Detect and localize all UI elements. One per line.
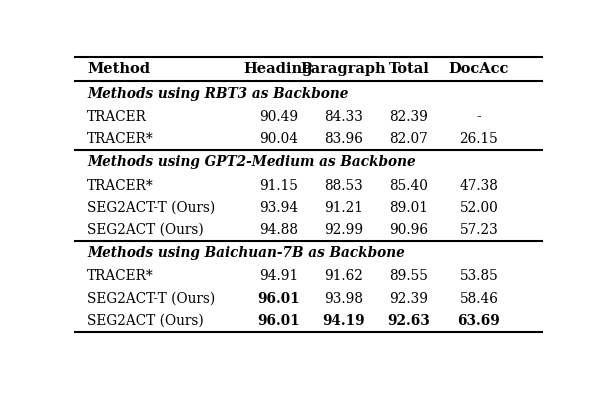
Text: Methods using RBT3 as Backbone: Methods using RBT3 as Backbone [87, 86, 349, 101]
Text: TRACER*: TRACER* [87, 179, 154, 193]
Text: 91.15: 91.15 [259, 179, 297, 193]
Text: SEG2ACT (Ours): SEG2ACT (Ours) [87, 314, 203, 328]
Text: 85.40: 85.40 [389, 179, 428, 193]
Text: 84.33: 84.33 [324, 110, 363, 124]
Text: 58.46: 58.46 [459, 292, 498, 306]
Text: 47.38: 47.38 [459, 179, 498, 193]
Text: SEG2ACT-T (Ours): SEG2ACT-T (Ours) [87, 201, 215, 215]
Text: SEG2ACT-T (Ours): SEG2ACT-T (Ours) [87, 292, 215, 306]
Text: TRACER*: TRACER* [87, 132, 154, 146]
Text: 53.85: 53.85 [459, 269, 498, 284]
Text: 88.53: 88.53 [324, 179, 363, 193]
Text: 92.99: 92.99 [324, 223, 363, 237]
Text: 92.63: 92.63 [388, 314, 430, 328]
Text: 90.04: 90.04 [259, 132, 298, 146]
Text: -: - [477, 110, 481, 124]
Text: 82.07: 82.07 [389, 132, 428, 146]
Text: 63.69: 63.69 [458, 314, 500, 328]
Text: DocAcc: DocAcc [448, 62, 509, 76]
Text: 94.91: 94.91 [259, 269, 298, 284]
Text: 93.98: 93.98 [324, 292, 363, 306]
Text: 83.96: 83.96 [324, 132, 363, 146]
Text: Methods using Baichuan-7B as Backbone: Methods using Baichuan-7B as Backbone [87, 246, 405, 260]
Text: TRACER: TRACER [87, 110, 147, 124]
Text: 90.96: 90.96 [389, 223, 429, 237]
Text: 52.00: 52.00 [459, 201, 498, 215]
Text: 89.55: 89.55 [389, 269, 428, 284]
Text: Total: Total [388, 62, 429, 76]
Text: 96.01: 96.01 [257, 292, 300, 306]
Text: 96.01: 96.01 [257, 314, 300, 328]
Text: SEG2ACT (Ours): SEG2ACT (Ours) [87, 223, 203, 237]
Text: 91.62: 91.62 [324, 269, 363, 284]
Text: TRACER*: TRACER* [87, 269, 154, 284]
Text: 91.21: 91.21 [324, 201, 363, 215]
Text: Paragraph: Paragraph [301, 62, 386, 76]
Text: 57.23: 57.23 [459, 223, 498, 237]
Text: 93.94: 93.94 [259, 201, 298, 215]
Text: 26.15: 26.15 [459, 132, 498, 146]
Text: Method: Method [87, 62, 150, 76]
Text: Methods using GPT2-Medium as Backbone: Methods using GPT2-Medium as Backbone [87, 155, 415, 169]
Text: 90.49: 90.49 [259, 110, 298, 124]
Text: 92.39: 92.39 [389, 292, 429, 306]
Text: Heading: Heading [244, 62, 313, 76]
Text: 94.88: 94.88 [259, 223, 298, 237]
Text: 94.19: 94.19 [322, 314, 365, 328]
Text: 82.39: 82.39 [389, 110, 428, 124]
Text: 89.01: 89.01 [389, 201, 428, 215]
